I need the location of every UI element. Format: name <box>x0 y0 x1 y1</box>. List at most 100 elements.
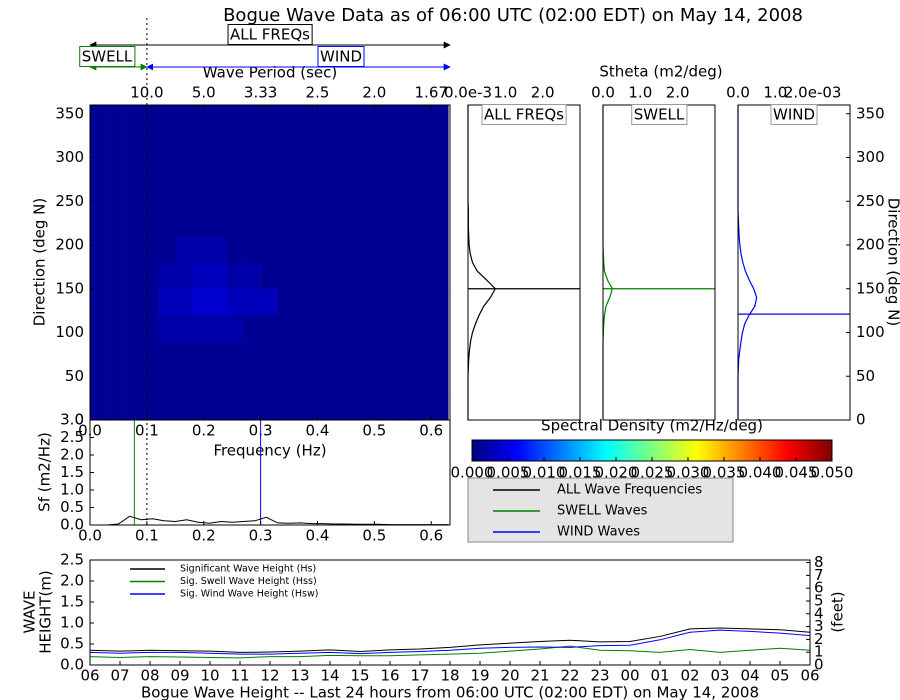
heat-cell <box>175 131 193 158</box>
heat-cell <box>345 393 364 421</box>
heat-cell <box>158 393 176 421</box>
heat-cell <box>294 367 313 395</box>
heat-cell <box>141 393 159 421</box>
heat-cell <box>192 183 210 211</box>
y2-tick-label: 4 <box>814 604 824 622</box>
heat-cell <box>141 105 159 132</box>
axes-frame <box>602 104 716 421</box>
heat-cell <box>311 315 330 342</box>
heat-cell <box>431 341 449 368</box>
x-tick-label: 09 <box>170 667 189 685</box>
heat-cell <box>243 367 261 395</box>
heat-cell <box>345 367 364 395</box>
heat-cell <box>90 236 108 263</box>
x-axis-label: Frequency (Hz) <box>213 442 326 460</box>
legend-label: Sig. Swell Wave Height (Hss) <box>180 576 317 587</box>
heat-cell <box>158 262 176 290</box>
top-x-tick-label: 10.0 <box>130 84 163 102</box>
height-line <box>89 629 811 655</box>
y-tick-label: 150 <box>856 279 885 297</box>
heat-cell <box>192 236 210 263</box>
colorbar-tick-label: 0.025 <box>631 464 674 482</box>
heat-cell <box>124 236 142 263</box>
y-axis-label: WAVE <box>21 590 39 633</box>
x-tick-label: 0.6 <box>419 527 443 545</box>
x-tick-label: 0.1 <box>135 527 159 545</box>
heat-cell <box>158 236 176 263</box>
heat-cell <box>397 262 415 290</box>
heat-cell <box>90 131 108 158</box>
y-tick-label: 0 <box>856 411 866 429</box>
height-line <box>89 627 811 653</box>
heat-cell <box>380 236 398 263</box>
x-tick-label: 2.0 <box>531 84 555 102</box>
y-tick-label: 300 <box>856 148 885 166</box>
x-tick-label: 0.5 <box>362 422 386 440</box>
heat-cell <box>209 341 227 368</box>
heat-cell <box>397 157 415 185</box>
heat-cell <box>141 236 159 263</box>
legend-label: Significant Wave Height (Hs) <box>180 564 316 575</box>
heat-cell <box>158 341 176 368</box>
heat-cell <box>90 210 108 237</box>
heat-cell <box>226 183 244 211</box>
top-x-tick-label: 2.5 <box>306 84 330 102</box>
top-x-tick-label: 3.33 <box>244 84 277 102</box>
heat-cell <box>277 341 296 368</box>
heat-cell <box>90 367 108 395</box>
heat-cell <box>380 262 398 290</box>
heat-cell <box>328 288 347 316</box>
x-tick-label: 11 <box>230 667 249 685</box>
heat-cell <box>431 236 449 263</box>
heat-cell <box>311 183 330 211</box>
y-axis-label: Direction (deg N) <box>885 198 900 327</box>
heat-cell <box>294 393 313 421</box>
heat-cell <box>311 236 330 263</box>
colorbar-tick-label: 0.000 <box>451 464 494 482</box>
heat-cell <box>277 288 296 316</box>
heat-cell <box>362 210 381 237</box>
heat-cell <box>124 262 142 290</box>
heat-cell <box>260 288 278 316</box>
heat-cell <box>158 367 176 395</box>
y-tick-label: 50 <box>856 367 875 385</box>
heat-cell <box>431 367 449 395</box>
y-tick-label: 50 <box>65 367 84 385</box>
heat-cell <box>107 315 125 342</box>
heat-cell <box>294 236 313 263</box>
heat-cell <box>397 183 415 211</box>
panel-group-title: Stheta (m2/deg) <box>599 63 722 81</box>
heat-cell <box>107 367 125 395</box>
heat-cell <box>345 210 364 237</box>
heat-cell <box>209 105 227 132</box>
heat-cell <box>362 315 381 342</box>
heat-cell <box>192 393 210 421</box>
x-tick-label: 16 <box>380 667 399 685</box>
x-tick-label: 10 <box>200 667 219 685</box>
y-tick-label: 350 <box>856 104 885 122</box>
heat-cell <box>380 210 398 237</box>
label-box <box>79 46 136 67</box>
heat-cell <box>141 367 159 395</box>
heat-cell <box>277 157 296 185</box>
legend-label: ALL Wave Frequencies <box>557 483 702 498</box>
heat-cell <box>362 183 381 211</box>
heat-cell <box>294 131 313 158</box>
y2-tick-label: 7 <box>814 566 824 584</box>
heat-cell <box>260 183 278 211</box>
heat-cell <box>260 262 278 290</box>
heat-cell <box>107 157 125 185</box>
heat-cell <box>397 288 415 316</box>
colorbar-tick-label: 0.040 <box>739 464 782 482</box>
heat-cell <box>243 393 261 421</box>
y2-tick-label: 1 <box>814 643 824 661</box>
x-tick-label: 0.3 <box>249 527 273 545</box>
heat-cell <box>260 341 278 368</box>
heat-cell <box>397 105 415 132</box>
heat-cell <box>158 315 176 342</box>
heat-cell <box>260 393 278 421</box>
heat-cell <box>175 236 193 263</box>
heat-cell <box>209 131 227 158</box>
heat-cell <box>397 131 415 158</box>
heat-cell <box>431 288 449 316</box>
